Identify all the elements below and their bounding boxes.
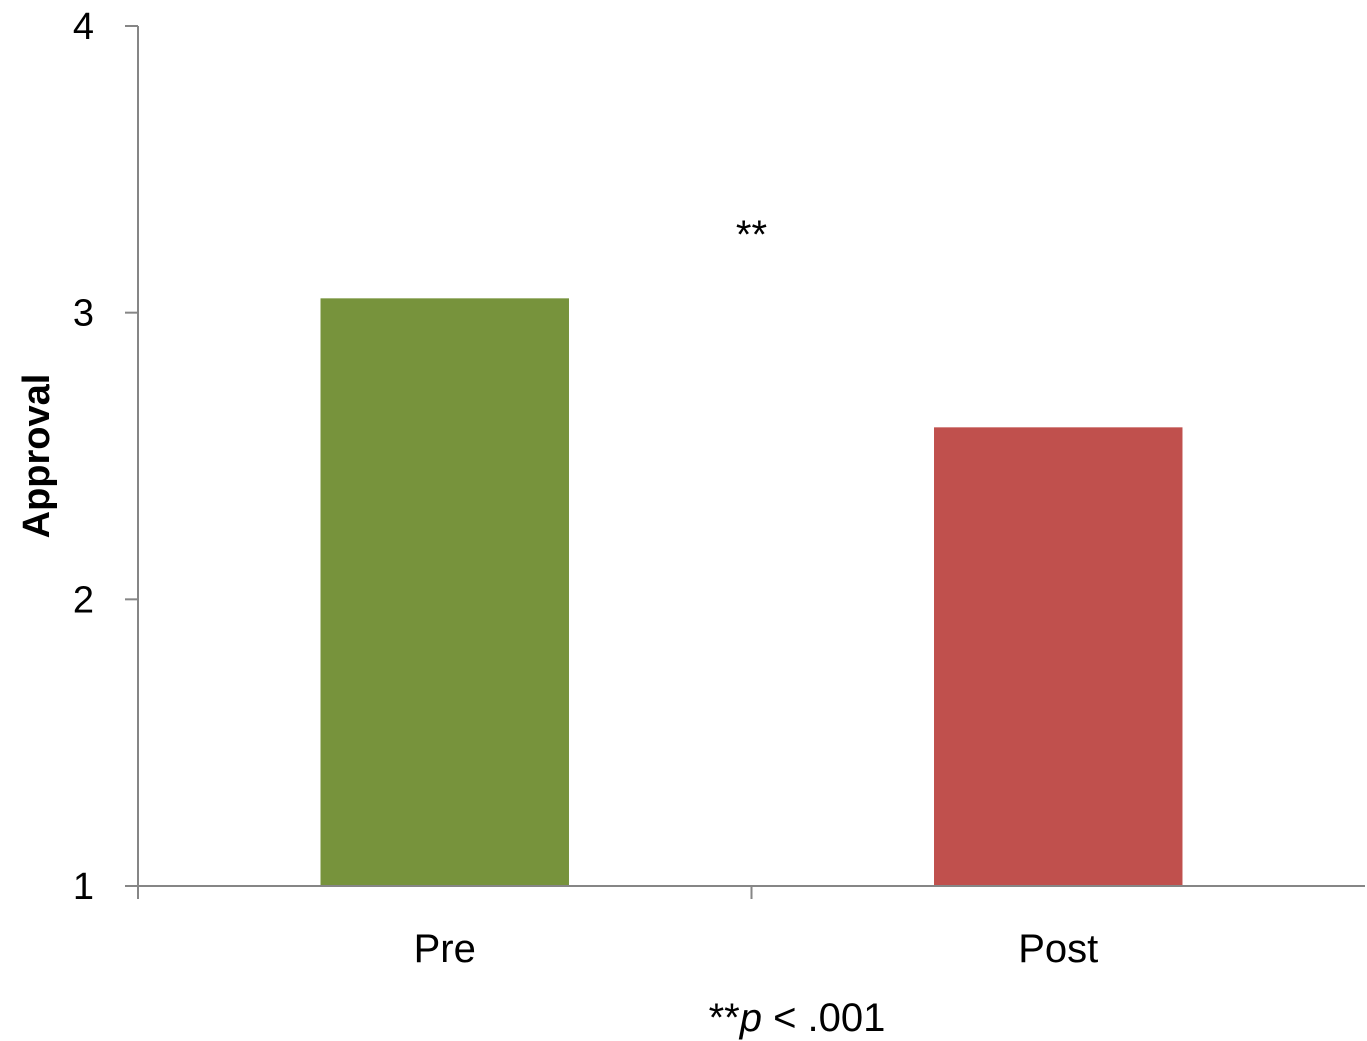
p-value-footnote: **p < .001 bbox=[709, 996, 886, 1040]
y-tick-label: 3 bbox=[73, 293, 94, 335]
significance-marker: ** bbox=[736, 213, 767, 257]
y-tick-label: 1 bbox=[73, 866, 94, 908]
x-category-label-post: Post bbox=[1018, 927, 1098, 971]
bar-post bbox=[934, 427, 1183, 886]
footnote-threshold: < .001 bbox=[762, 996, 885, 1040]
footnote-stars: ** bbox=[709, 996, 740, 1040]
x-category-label-pre: Pre bbox=[414, 927, 476, 971]
y-tick-label: 4 bbox=[73, 6, 94, 48]
bars-layer bbox=[320, 298, 1183, 886]
x-ticks-layer: Pre Post bbox=[137, 886, 1098, 971]
y-tick-label: 2 bbox=[73, 579, 94, 621]
y-axis-label: Approval bbox=[16, 374, 58, 539]
bar-pre bbox=[320, 298, 569, 886]
footnote-p-symbol: p bbox=[739, 996, 762, 1040]
y-ticks-layer: 1 2 3 4 bbox=[73, 6, 138, 908]
